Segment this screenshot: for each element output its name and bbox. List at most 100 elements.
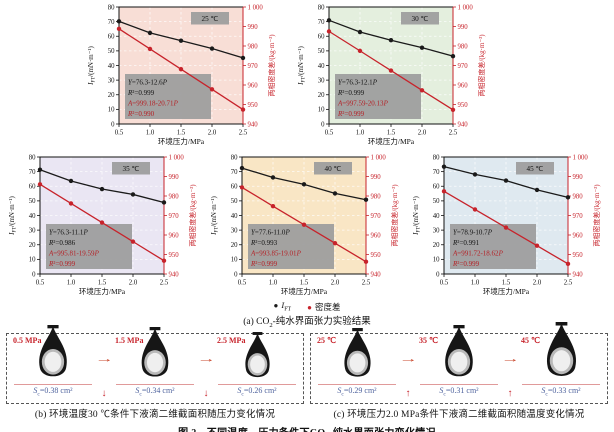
x-axis-label: 环境压力/MPa [368, 136, 415, 146]
svg-text:960: 960 [573, 232, 584, 239]
svg-text:0.5: 0.5 [115, 130, 124, 137]
svg-text:70: 70 [433, 169, 440, 176]
droplet-image [343, 327, 371, 377]
svg-text:0: 0 [436, 271, 440, 278]
x-axis-label: 环境压力/MPa [79, 286, 126, 296]
fit-annotation-box [248, 224, 334, 269]
svg-text:10: 10 [29, 257, 36, 264]
svg-text:50: 50 [231, 198, 238, 205]
svg-text:2.5: 2.5 [564, 280, 573, 287]
fit-line: R²=0.999 [250, 260, 278, 268]
droplet-image [546, 321, 576, 376]
left-axis-label: IFT/(mN·m⁻¹) [297, 45, 307, 85]
droplet-image [141, 326, 169, 377]
fit-annotation-box [335, 74, 421, 119]
fit-line: R²=0.991 [452, 239, 480, 247]
svg-text:1.5: 1.5 [300, 280, 309, 287]
svg-text:80: 80 [318, 4, 325, 11]
svg-text:0: 0 [111, 121, 115, 128]
svg-text:30: 30 [108, 77, 115, 84]
trend-arrow-icon: ↑ [507, 387, 513, 399]
baseline [522, 383, 600, 385]
svg-text:0.5: 0.5 [440, 280, 449, 287]
baseline [116, 383, 194, 385]
svg-text:20: 20 [29, 242, 36, 249]
droplet-cell: 0.5 MPa Sc=0.38 cm² [12, 324, 94, 397]
svg-text:40: 40 [231, 213, 238, 220]
fit-annotation-box [450, 224, 536, 269]
area-label: Sc=0.26 cm² [237, 385, 277, 398]
svg-text:2.5: 2.5 [160, 280, 169, 287]
right-axis-label: 两相密度差/(kg·m⁻³) [267, 34, 276, 97]
droplet-panel-b: 0.5 MPa Sc=0.38 cm² → ↓ 1.5 MPa Sc=0.34 cm² → ↓… [6, 324, 304, 420]
baseline [420, 383, 498, 385]
right-axis-label: 两相密度差/(kg·m⁻³) [592, 184, 601, 247]
svg-text:10: 10 [231, 257, 238, 264]
svg-text:30: 30 [231, 227, 238, 234]
svg-text:1.5: 1.5 [387, 130, 396, 137]
droplet-cell: 45 ℃ Sc=0.33 cm² [520, 321, 602, 398]
x-axis-label: 环境压力/MPa [281, 286, 328, 296]
svg-text:960: 960 [169, 232, 180, 239]
svg-text:70: 70 [318, 19, 325, 26]
droplet-cell: 2.5 MPa Sc=0.26 cm² [216, 331, 298, 398]
condition-label: 35 ℃ [419, 335, 438, 345]
svg-text:40: 40 [29, 213, 36, 220]
trend-arrow-icon: ↓ [101, 387, 107, 399]
arrow-gap: → ↑ [500, 336, 520, 400]
area-label: Sc=0.33 cm² [541, 385, 581, 398]
right-arrow-icon: → [196, 352, 216, 365]
svg-text:960: 960 [371, 232, 382, 239]
svg-text:10: 10 [433, 257, 440, 264]
droplet-box-b: 0.5 MPa Sc=0.38 cm² → ↓ 1.5 MPa Sc=0.34 cm² → ↓… [6, 324, 304, 404]
fit-annotation-box [125, 74, 211, 119]
temp-label-box [191, 12, 229, 25]
svg-text:2.5: 2.5 [239, 130, 248, 137]
svg-text:940: 940 [371, 271, 382, 278]
svg-text:1.5: 1.5 [502, 280, 511, 287]
fit-line: R²=0.999 [452, 260, 480, 268]
svg-text:980: 980 [371, 193, 382, 200]
svg-text:40: 40 [433, 213, 440, 220]
temp-label-box [516, 162, 554, 175]
svg-text:2.0: 2.0 [331, 280, 340, 287]
chart-panel-45c: 0 10 20 30 40 50 60 70 80 940 950 960 970 980 990 1 000… [412, 154, 601, 296]
fit-line: A=993.85-19.01P [250, 250, 302, 258]
caption-panel-b: (b) 环境温度30 ℃条件下液滴二维截面积随压力变化情况 [34, 409, 276, 420]
svg-text:60: 60 [29, 184, 36, 191]
temp-label-box [401, 12, 439, 25]
svg-text:20: 20 [318, 92, 325, 99]
svg-text:70: 70 [231, 169, 238, 176]
svg-text:940: 940 [169, 271, 180, 278]
droplet-cell: 25 ℃ Sc=0.29 cm² [316, 327, 398, 397]
droplet-photo [431, 324, 487, 383]
legend-marker-icon: ● [307, 302, 312, 312]
temp-label: 45 ℃ [526, 165, 543, 173]
svg-text:20: 20 [231, 242, 238, 249]
temp-label: 40 ℃ [324, 165, 341, 173]
fit-line: A=991.72-18.62P [452, 250, 504, 258]
svg-text:1 000: 1 000 [248, 4, 264, 11]
droplet-image [244, 331, 270, 377]
condition-label: 2.5 MPa [217, 335, 246, 345]
svg-text:1.0: 1.0 [269, 280, 278, 287]
droplet-photo [128, 326, 182, 383]
fit-line: A=997.59-20.13P [337, 100, 389, 108]
chart-panel-30c: 0 10 20 30 40 50 60 70 80 940 950 960 970 980 990 1 000… [297, 4, 486, 146]
fit-line: R²=0.990 [127, 110, 155, 118]
right-axis-label: 两相密度差/(kg·m⁻³) [477, 34, 486, 97]
svg-text:50: 50 [318, 48, 325, 55]
fit-line: R²=0.986 [48, 239, 76, 247]
trend-arrow-icon: ↓ [203, 387, 209, 399]
temp-label: 35 ℃ [122, 165, 139, 173]
svg-text:1.0: 1.0 [471, 280, 480, 287]
legend: ● IFT ● 密度差 [0, 300, 614, 313]
axes: 0 10 20 30 40 50 60 70 80 940 950 960 970 980 990 1 000… [231, 154, 387, 286]
svg-text:1.5: 1.5 [98, 280, 107, 287]
arrow-gap: → ↑ [398, 336, 418, 400]
droplet-image [445, 324, 473, 377]
svg-text:990: 990 [169, 174, 180, 181]
svg-text:970: 970 [458, 63, 469, 70]
svg-text:980: 980 [573, 193, 584, 200]
